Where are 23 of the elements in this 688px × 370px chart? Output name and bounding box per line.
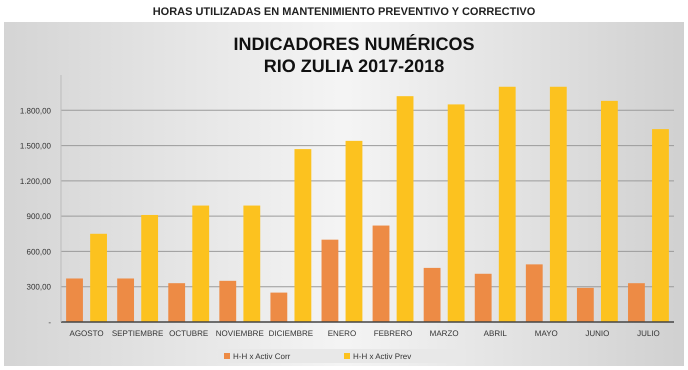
y-tick-label: 1.500,00 xyxy=(20,142,52,151)
x-tick-label: DICIEMBRE xyxy=(268,329,314,338)
x-tick-label: OCTUBRE xyxy=(169,329,208,338)
x-tick-label: JUNIO xyxy=(585,329,610,338)
y-tick-label: 600,00 xyxy=(26,247,52,256)
x-tick-label: MARZO xyxy=(430,329,459,338)
y-tick-label: 1.200,00 xyxy=(20,176,52,186)
x-tick-label: ABRIL xyxy=(484,329,508,338)
x-tick-label: AGOSTO xyxy=(69,329,104,338)
y-tick-label: - xyxy=(48,318,52,327)
x-tick-label: MAYO xyxy=(534,329,558,338)
chart-subtitle: INDICADORES NUMÉRICOS RIO ZULIA 2017-2018 xyxy=(233,34,475,76)
x-tick-label: NOVIEMBRE xyxy=(216,329,264,338)
legend-label: H-H x Activ Corr xyxy=(233,352,291,361)
x-tick-label: FEBRERO xyxy=(374,329,412,338)
chart-title: HORAS UTILIZADAS EN MANTENIMIENTO PREVENTIVO Y CORRECTIVO xyxy=(152,6,536,18)
x-tick-label: JULIO xyxy=(637,329,660,338)
legend-label: H-H x Activ Prev xyxy=(353,352,412,361)
x-tick-label: ENERO xyxy=(328,329,356,338)
x-tick-label: SEPTIEMBRE xyxy=(112,329,164,338)
y-tick-label: 300,00 xyxy=(26,282,52,292)
y-tick-label: 1.800,00 xyxy=(20,106,52,116)
y-tick-label: 900,00 xyxy=(26,212,52,222)
